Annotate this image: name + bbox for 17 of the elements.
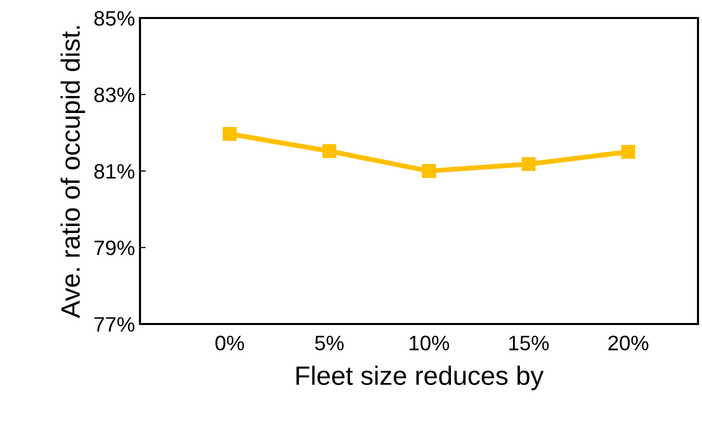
point	[522, 157, 536, 172]
x-tick-label: 15%	[509, 336, 549, 350]
y-tick-label: 81%	[94, 164, 134, 179]
point	[422, 164, 436, 178]
x-axis-title: Fleet size reduces by	[296, 366, 544, 390]
x-tick-label: 20%	[608, 336, 648, 350]
x-tick-label: 5%	[315, 336, 344, 350]
x-tick-label: 10%	[410, 336, 450, 350]
point	[222, 126, 237, 141]
y-tick-label: 79%	[94, 240, 134, 256]
y-tick-label: 85%	[94, 11, 134, 26]
y-tick-label: 77%	[94, 317, 134, 332]
y-tick-label: 83%	[94, 88, 134, 102]
point	[621, 144, 636, 159]
y-axis-title: Ave. ratio of occupid dist.	[60, 26, 86, 318]
x-tick-label: 0%	[215, 336, 244, 350]
point	[322, 144, 336, 158]
